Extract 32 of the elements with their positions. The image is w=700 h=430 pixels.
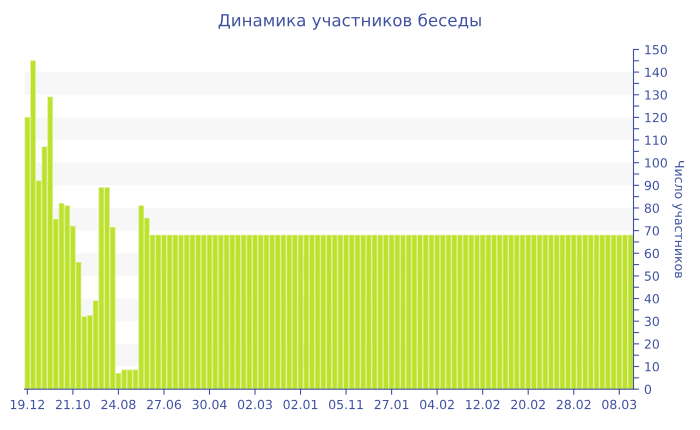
x-tick-label: 05.11 [329,400,363,410]
x-tick-label: 27.01 [374,400,408,410]
y-tick-label: 0 [644,384,652,394]
y-tick-label: 10 [645,362,659,372]
y-tick-label: 130 [645,90,667,100]
x-tick-label: 27.06 [146,400,182,410]
y-axis-title: Число участников [672,161,684,278]
y-tick-label: 30 [644,316,659,326]
y-tick-label: 120 [645,112,667,122]
x-tick-label: 20.02 [511,400,545,410]
y-tick-label: 140 [645,68,667,78]
chart-title: Динамика участников беседы [218,13,481,30]
x-tick-label: 12.02 [466,400,500,410]
x-tick-label: 04.02 [420,400,454,410]
y-tick-label: 150 [645,44,667,54]
x-tick-label: 21.10 [56,400,90,410]
x-tick-label: 28.02 [556,400,590,410]
y-tick-label: 20 [644,339,659,349]
y-tick-label: 60 [644,248,659,258]
y-tick-label: 50 [644,271,659,281]
y-tick-label: 90 [644,180,659,190]
x-tick-label: 08.03 [602,400,636,410]
y-tick-label: 80 [644,203,659,213]
x-tick-label: 02.01 [283,400,318,410]
x-tick-label: 19.12 [10,400,44,410]
x-tick-label: 24.08 [101,400,136,410]
y-tick-label: 70 [644,226,659,236]
x-tick-label: 02.03 [238,400,272,410]
y-tick-label: 100 [645,158,667,168]
x-tick-label: 30.04 [192,400,227,410]
y-tick-label: 110 [645,136,667,145]
y-tick-label: 40 [644,294,659,304]
